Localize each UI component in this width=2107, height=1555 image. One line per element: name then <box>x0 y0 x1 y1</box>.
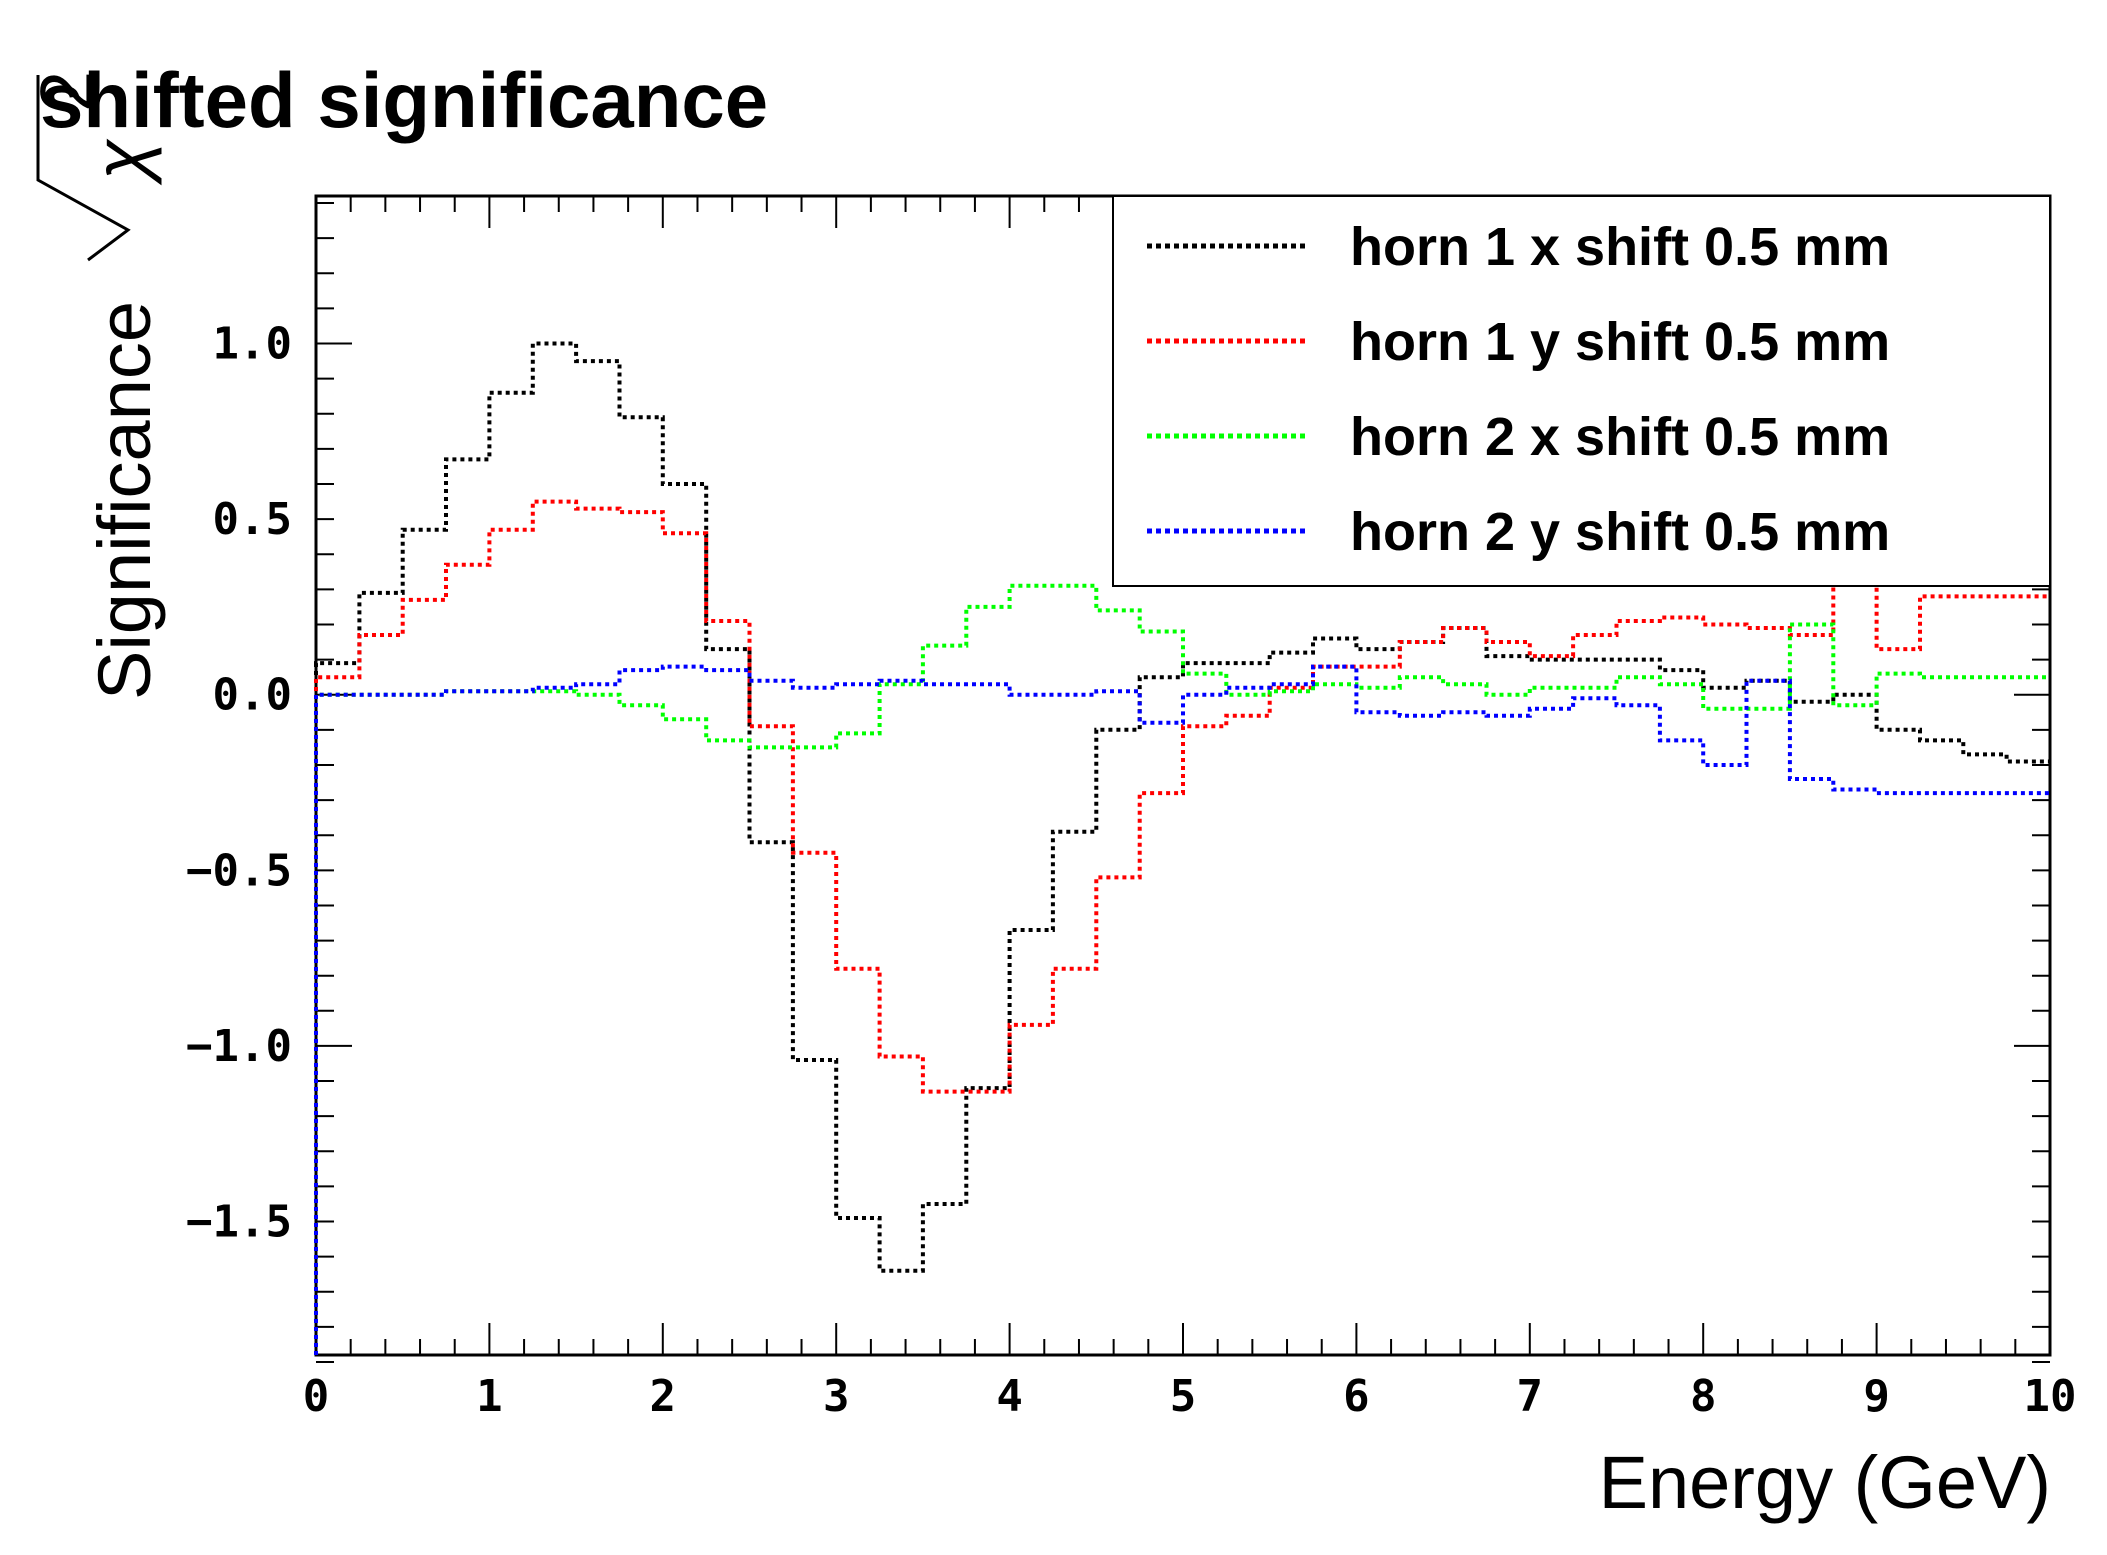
legend: horn 1 x shift 0.5 mm horn 1 y shift 0.5 … <box>1112 195 2051 587</box>
legend-label-3: horn 2 x shift 0.5 mm <box>1350 407 1890 467</box>
x-tick-label: 6 <box>1343 1371 1370 1422</box>
x-tick-label: 3 <box>823 1371 850 1422</box>
x-tick-label: 9 <box>1863 1371 1890 1422</box>
y-axis-label-superscript: 2 <box>25 71 108 112</box>
x-tick-label: 10 <box>2024 1371 2077 1422</box>
series-line-2 <box>314 499 2050 1355</box>
y-tick-label: 1.0 <box>213 319 292 370</box>
y-tick-label: −1.0 <box>186 1021 292 1072</box>
chart-title: shifted significance <box>40 56 768 144</box>
legend-label-4: horn 2 y shift 0.5 mm <box>1350 502 1890 562</box>
sqrt-symbol <box>36 75 131 262</box>
plot-area: 0 1 2 3 4 5 6 7 8 9 10 −1.5 −1.0 −0.5 0.0 0.5 1.0 <box>186 194 2077 1422</box>
y-tick-label: 0.5 <box>213 494 292 545</box>
x-tick-label: 4 <box>996 1371 1023 1422</box>
x-tick-label: 0 <box>303 1371 330 1422</box>
y-axis-label-chi: χ <box>79 138 162 186</box>
y-tick-label: −1.5 <box>186 1197 292 1248</box>
y-tick-label: 0.0 <box>213 670 292 721</box>
legend-label-2: horn 1 y shift 0.5 mm <box>1350 312 1890 372</box>
legend-label-1: horn 1 x shift 0.5 mm <box>1350 217 1890 277</box>
x-axis-label: Energy (GeV) <box>1599 1441 2051 1524</box>
x-tick-label: 8 <box>1690 1371 1717 1422</box>
y-axis-label-text: Significance <box>83 301 166 700</box>
y-tick-label: −0.5 <box>186 845 292 896</box>
legend-box <box>1112 195 2051 587</box>
x-tick-label: 1 <box>476 1371 503 1422</box>
series-line-1 <box>314 341 2050 1355</box>
x-tick-label: 7 <box>1517 1371 1544 1422</box>
x-tick-label: 2 <box>650 1371 677 1422</box>
series-line-3 <box>314 583 2050 1355</box>
y-axis-label: Significance χ 2 <box>25 71 166 700</box>
x-tick-label: 5 <box>1170 1371 1197 1422</box>
